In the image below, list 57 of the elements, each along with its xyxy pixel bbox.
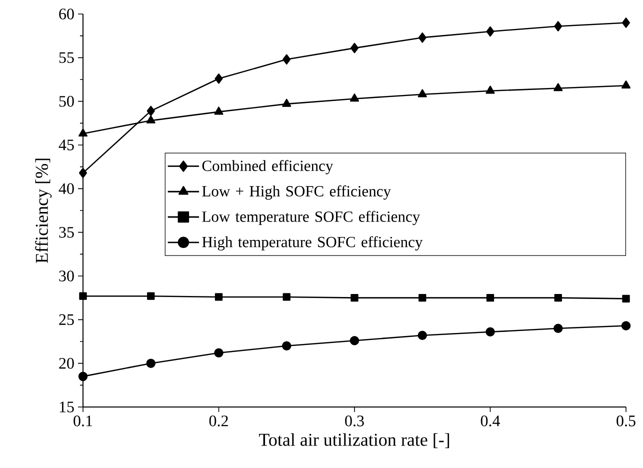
point <box>486 327 495 337</box>
point <box>350 94 360 102</box>
point <box>214 106 224 115</box>
y-tick-label: 55 <box>59 52 74 63</box>
point <box>418 330 428 340</box>
point <box>282 341 292 350</box>
point <box>282 54 291 65</box>
point <box>486 294 494 302</box>
point <box>146 106 155 116</box>
y-tick-label: 35 <box>59 226 74 238</box>
point <box>214 348 224 358</box>
point <box>78 372 88 382</box>
point <box>146 115 156 124</box>
y-tick-label: 20 <box>59 358 74 369</box>
x-tick-label: 0.2 <box>209 416 228 426</box>
y-tick-label: 50 <box>59 96 74 107</box>
point <box>486 86 495 94</box>
x-tick-label: 0.1 <box>74 416 92 426</box>
legend-label: High temperature SOFC efficiency <box>202 236 423 250</box>
x-tick-label: 0.3 <box>345 416 364 426</box>
y-tick-label: 25 <box>59 314 74 326</box>
point <box>418 294 426 302</box>
point <box>282 98 292 107</box>
point <box>621 321 631 330</box>
legend-label: Low temperature SOFC efficiency <box>202 210 420 226</box>
point <box>418 32 426 43</box>
point <box>350 294 358 302</box>
y-tick-label: 40 <box>58 183 74 194</box>
y-axis-title: Efficiency [%] <box>35 158 52 264</box>
point <box>621 80 631 88</box>
point <box>146 358 156 368</box>
y-tick-label: 30 <box>59 270 74 282</box>
x-axis-title: Total air utilization rate [-] <box>259 433 450 448</box>
y-tick-label: 45 <box>58 140 74 150</box>
point <box>214 73 223 84</box>
legend-label: Combined efficiency <box>202 160 334 174</box>
point <box>78 168 88 178</box>
point <box>79 292 87 300</box>
point <box>554 21 562 32</box>
point <box>486 26 494 37</box>
legend-label: Low + High SOFC efficiency <box>202 185 391 200</box>
point <box>282 293 290 301</box>
point <box>418 89 427 98</box>
x-tick-label: 0.5 <box>616 416 636 426</box>
point <box>554 294 562 302</box>
point <box>214 293 223 301</box>
point <box>554 83 563 92</box>
point <box>350 336 360 346</box>
point <box>622 18 630 28</box>
point <box>622 294 630 303</box>
point <box>147 292 155 300</box>
y-tick-label: 15 <box>60 402 74 412</box>
point <box>350 42 359 54</box>
point <box>553 324 563 334</box>
point <box>78 128 88 137</box>
x-tick-label: 0.4 <box>480 416 500 426</box>
y-tick-label: 60 <box>59 8 74 20</box>
